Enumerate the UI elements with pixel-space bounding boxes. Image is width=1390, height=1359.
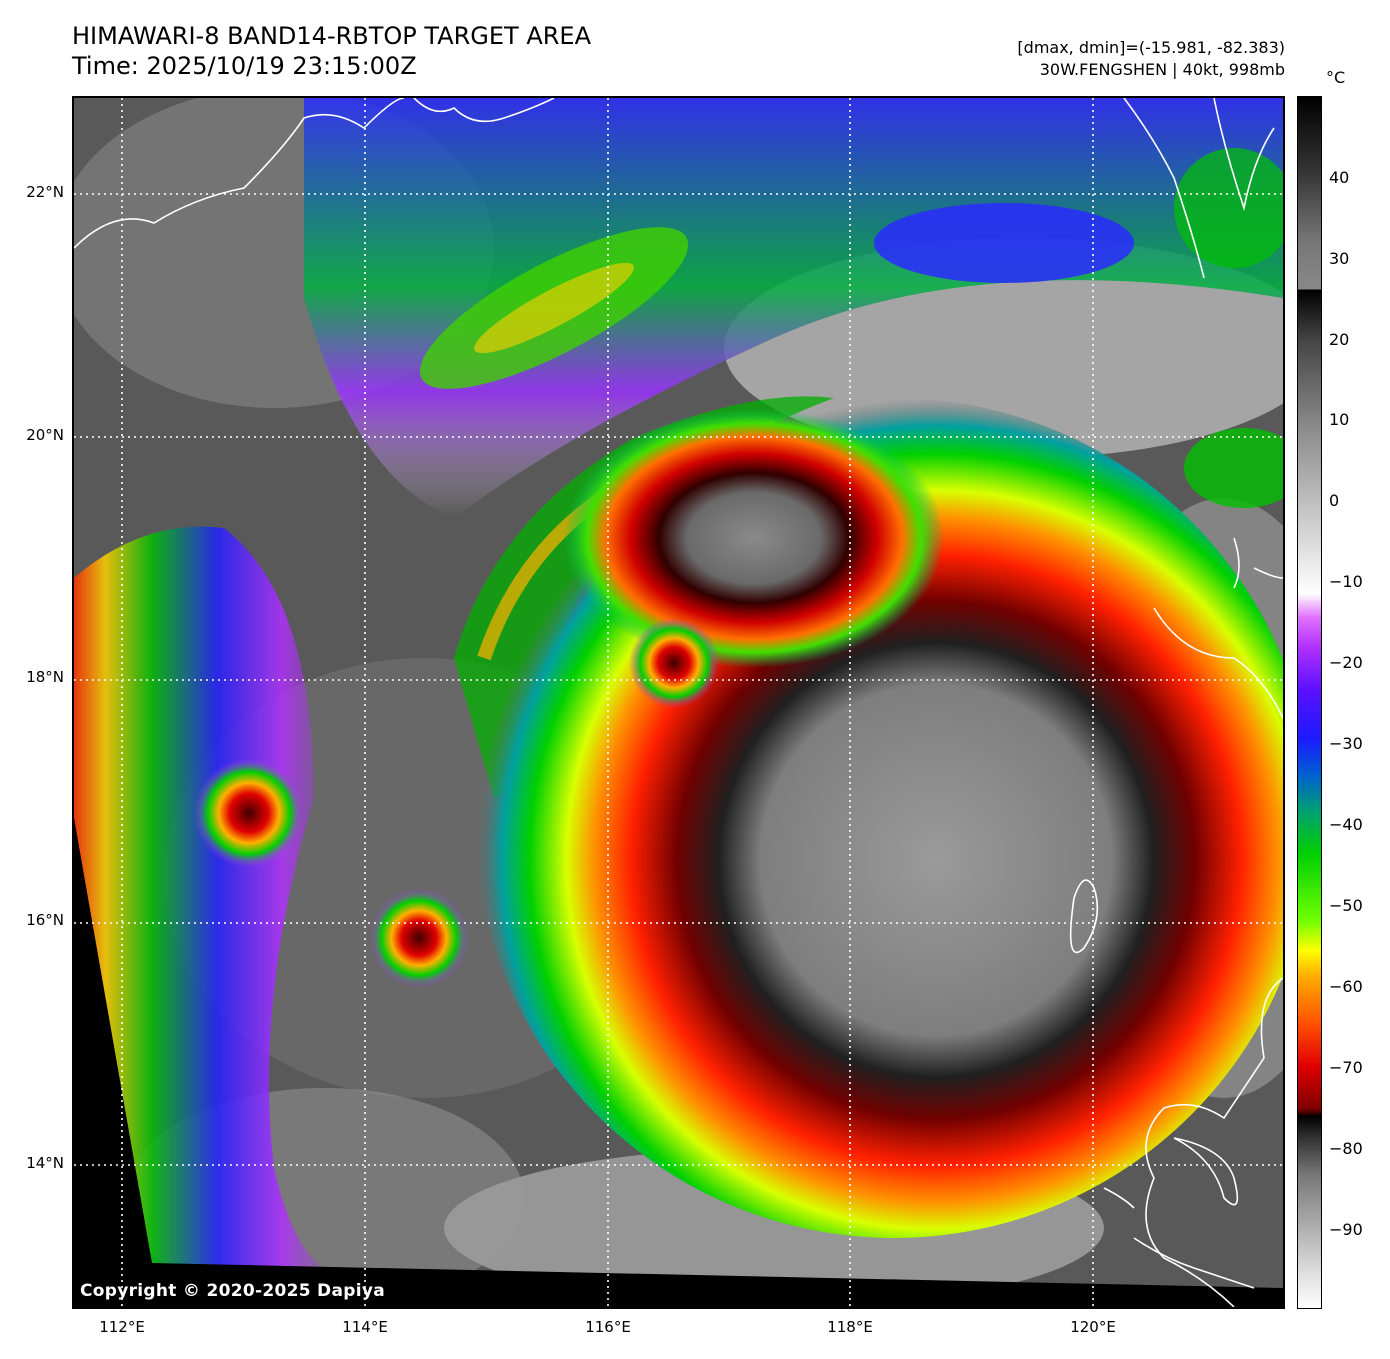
lat-label: 14°N — [26, 1154, 64, 1172]
coastlines — [74, 98, 1283, 1307]
satellite-map: Copyright © 2020-2025 Dapiya — [72, 96, 1285, 1309]
lon-label: 120°E — [1070, 1318, 1116, 1336]
ir-imagery — [74, 98, 1283, 1307]
colorbar-tick: −60 — [1329, 977, 1363, 996]
colorbar-tick: −40 — [1329, 815, 1363, 834]
colorbar-tick: 10 — [1329, 410, 1350, 429]
lat-label: 18°N — [26, 668, 64, 686]
lon-label: 116°E — [585, 1318, 631, 1336]
lat-label: 20°N — [26, 426, 64, 444]
colorbar-unit: °C — [1326, 68, 1346, 87]
lat-label: 16°N — [26, 911, 64, 929]
colorbar-tick: 30 — [1329, 249, 1350, 268]
colorbar-tick: 20 — [1329, 330, 1350, 349]
observation-time: Time: 2025/10/19 23:15:00Z — [72, 52, 417, 80]
colorbar-tick: −30 — [1329, 734, 1363, 753]
lat-label: 22°N — [26, 183, 64, 201]
dmax-dmin-readout: [dmax, dmin]=(-15.981, -82.383) — [1017, 38, 1285, 57]
product-title: HIMAWARI-8 BAND14-RBTOP TARGET AREA — [72, 22, 592, 50]
colorbar-tick: −50 — [1329, 896, 1363, 915]
lon-label: 114°E — [342, 1318, 388, 1336]
lon-label: 118°E — [827, 1318, 873, 1336]
colorbar-tick: −20 — [1329, 653, 1363, 672]
colorbar-tick: −80 — [1329, 1139, 1363, 1158]
colorbar-tick: −10 — [1329, 572, 1363, 591]
lon-label: 112°E — [99, 1318, 145, 1336]
storm-info: 30W.FENGSHEN | 40kt, 998mb — [1039, 60, 1285, 79]
temperature-colorbar — [1297, 96, 1322, 1309]
colorbar-tick: −90 — [1329, 1220, 1363, 1239]
copyright-notice: Copyright © 2020-2025 Dapiya — [80, 1281, 385, 1301]
colorbar-tick: 0 — [1329, 491, 1340, 510]
colorbar-tick: 40 — [1329, 168, 1350, 187]
colorbar-tick: −70 — [1329, 1058, 1363, 1077]
